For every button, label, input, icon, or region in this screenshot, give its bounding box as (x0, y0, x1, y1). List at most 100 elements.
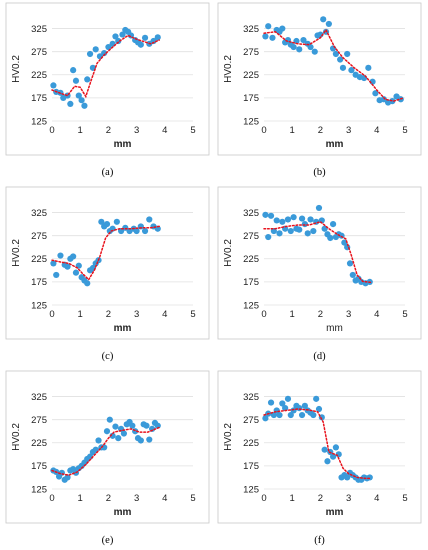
x-tick-label: 3 (134, 493, 139, 504)
data-point (53, 271, 60, 279)
data-point (137, 41, 144, 48)
data-point (290, 43, 297, 51)
data-point (346, 260, 354, 267)
y-tick-label: 175 (243, 277, 259, 288)
data-point (270, 227, 277, 235)
x-tick-label: 2 (106, 125, 111, 136)
y-tick-label: 325 (31, 24, 47, 35)
y-tick-label: 325 (243, 392, 259, 403)
data-point (332, 444, 340, 451)
data-point (315, 405, 323, 413)
data-point (112, 33, 119, 40)
y-tick-label: 275 (31, 415, 47, 426)
x-tick-label: 5 (402, 309, 407, 320)
data-point (103, 221, 111, 228)
data-point (301, 221, 308, 228)
data-point (154, 34, 161, 41)
trend-line (51, 34, 160, 99)
panel-caption: (a) (102, 167, 114, 178)
panel-caption: (e) (102, 535, 114, 546)
data-point (262, 33, 269, 40)
x-tick-label: 2 (318, 309, 323, 320)
x-tick-label: 5 (402, 493, 407, 504)
data-point (269, 34, 276, 41)
data-point (380, 96, 387, 103)
chart-panel-d: 125 175 225 275 325 0 1 2 3 4 5 HV0.2 mm (d) (217, 186, 422, 362)
x-tick-label: 1 (78, 493, 83, 504)
x-tick-label: 0 (49, 493, 54, 504)
data-point (279, 218, 286, 225)
x-axis-label: mm (114, 323, 132, 334)
data-point (290, 214, 297, 221)
data-point (115, 435, 122, 442)
x-tick-label: 1 (78, 309, 83, 320)
y-tick-label: 325 (31, 208, 47, 219)
x-tick-label: 3 (134, 309, 139, 320)
y-tick-label: 175 (243, 93, 259, 104)
x-tick-label: 0 (49, 125, 54, 136)
data-point (324, 458, 331, 465)
x-tick-label: 3 (134, 125, 139, 136)
data-point (279, 400, 286, 407)
data-point (267, 399, 275, 406)
x-tick-label: 5 (190, 309, 195, 320)
data-point (300, 37, 307, 44)
panel-caption: (f) (314, 535, 325, 546)
data-point (129, 422, 136, 429)
data-point (120, 430, 128, 437)
y-axis-label: HV0.2 (11, 423, 22, 451)
data-point (70, 67, 77, 74)
data-point (95, 437, 102, 444)
data-point (72, 269, 80, 276)
chart-panel-c: 125 175 225 275 325 0 1 2 3 4 5 HV0.2 mm (c) (5, 186, 210, 362)
x-tick-label: 4 (374, 309, 379, 320)
x-tick-label: 2 (106, 493, 111, 504)
y-tick-label: 125 (31, 116, 47, 127)
y-tick-label: 325 (243, 208, 259, 219)
data-point (265, 23, 272, 30)
y-tick-label: 275 (243, 47, 259, 58)
x-tick-label: 4 (162, 309, 167, 320)
x-tick-label: 4 (162, 125, 167, 136)
y-tick-label: 175 (243, 461, 259, 472)
y-tick-label: 275 (31, 47, 47, 58)
trend-line (263, 408, 372, 480)
x-tick-label: 2 (106, 309, 111, 320)
trend-line (51, 225, 160, 281)
y-tick-label: 225 (243, 70, 259, 81)
data-point (296, 46, 303, 53)
y-axis-label: HV0.2 (11, 239, 22, 267)
data-point (92, 46, 99, 53)
y-tick-label: 125 (243, 300, 259, 311)
data-point (310, 227, 317, 235)
y-axis-label: HV0.2 (223, 55, 234, 83)
x-tick-label: 0 (261, 309, 266, 320)
data-point (298, 215, 306, 222)
data-point (372, 90, 379, 97)
data-point (143, 422, 150, 429)
data-point (141, 227, 149, 235)
data-point (262, 415, 269, 422)
data-point (133, 227, 140, 235)
x-tick-label: 1 (290, 309, 295, 320)
data-point (304, 230, 311, 237)
y-tick-label: 225 (31, 70, 47, 81)
x-axis-label: mm (326, 323, 343, 334)
data-point (287, 411, 294, 419)
x-tick-label: 4 (162, 493, 167, 504)
trend-line (263, 28, 403, 102)
data-point (298, 411, 306, 419)
data-point (265, 233, 272, 241)
data-point (267, 212, 275, 219)
data-point (75, 92, 82, 99)
y-axis-label: HV0.2 (11, 55, 22, 83)
data-point (348, 67, 355, 74)
trend-line (263, 220, 372, 284)
data-point (137, 437, 144, 444)
x-tick-label: 1 (290, 125, 295, 136)
data-point (337, 56, 344, 63)
data-point (146, 216, 153, 223)
y-tick-label: 225 (243, 438, 259, 449)
data-point (329, 45, 337, 52)
